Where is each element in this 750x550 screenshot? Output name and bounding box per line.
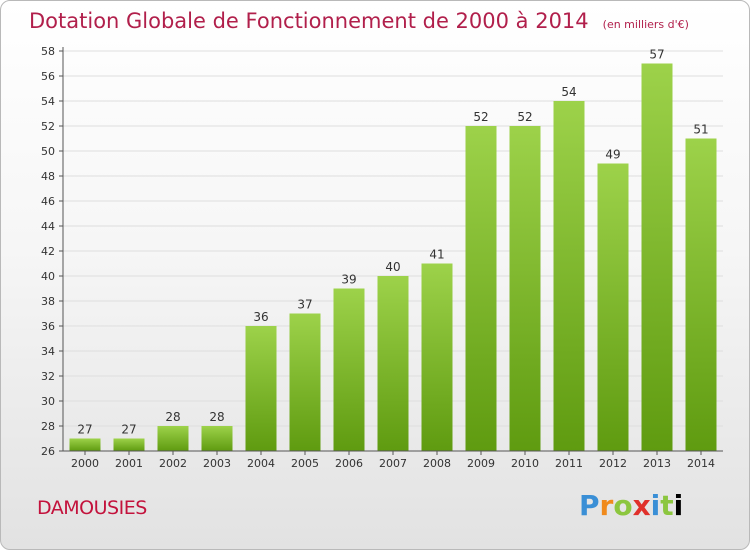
bar [553,101,585,451]
x-tick-label: 2004 [247,457,275,470]
x-tick-label: 2005 [291,457,319,470]
logo-letter: P [579,489,600,522]
logo-letter: i [650,489,661,522]
bar [421,263,453,451]
bar-value-label: 36 [253,310,268,324]
y-tick-label: 32 [41,370,55,383]
x-tick-label: 2007 [379,457,407,470]
bar [597,163,629,451]
commune-name: DAMOUSIES [37,497,147,519]
x-tick-label: 2002 [159,457,187,470]
y-tick-label: 40 [41,270,55,283]
bar [377,276,409,451]
x-tick-label: 2000 [71,457,99,470]
y-tick-label: 28 [41,420,55,433]
axes: 26 28 30 32 34 36 38 40 42 44 46 48 50 52 54 56 58 2000 20… [41,45,723,470]
x-tick-label: 2009 [467,457,495,470]
bar-value-label: 37 [297,298,312,312]
y-tick-label: 44 [41,220,55,233]
bar [157,426,189,451]
y-tick-label: 52 [41,120,55,133]
x-tick-label: 2012 [599,457,627,470]
y-tick-label: 54 [41,95,55,108]
bar [685,138,717,451]
bar-value-label: 28 [165,410,180,424]
y-tick-label: 34 [41,345,55,358]
bar-value-label: 40 [385,260,400,274]
logo-letter: t [660,489,674,522]
bar [509,126,541,451]
bar [201,426,233,451]
bar-value-label: 27 [77,423,92,437]
bar [245,326,277,451]
bar [289,313,321,451]
chart-title-text: Dotation Globale de Fonctionnement de 20… [29,9,589,33]
bar-value-label: 27 [121,423,136,437]
chart-subtitle: (en milliers d'€) [602,18,689,31]
y-tick-label: 38 [41,295,55,308]
x-tick-label: 2010 [511,457,539,470]
logo-letter: r [599,489,614,522]
y-tick-label: 30 [41,395,55,408]
x-tick-label: 2001 [115,457,143,470]
x-tick-label: 2008 [423,457,451,470]
y-tick-label: 46 [41,195,55,208]
bar [69,438,101,451]
bars: 27 27 28 28 36 37 39 40 41 52 52 54 49 57 51 [69,48,717,451]
bar-value-label: 28 [209,410,224,424]
bar-value-label: 57 [649,48,664,62]
bar [641,63,673,451]
y-tick-label: 56 [41,70,55,83]
logo-letter: i [673,489,684,522]
y-tick-label: 58 [41,45,55,58]
x-tick-label: 2013 [643,457,671,470]
x-tick-label: 2006 [335,457,363,470]
x-tick-label: 2003 [203,457,231,470]
x-tick-label: 2014 [687,457,715,470]
chart-title: Dotation Globale de Fonctionnement de 20… [29,9,689,33]
bar-value-label: 41 [429,248,444,262]
bar-value-label: 54 [561,85,576,99]
proxiti-logo: Proxiti [579,489,683,522]
bar-value-label: 51 [693,123,708,137]
y-tick-label: 26 [41,445,55,458]
y-tick-label: 42 [41,245,55,258]
logo-letter: x [632,489,651,522]
x-tick-label: 2011 [555,457,583,470]
bar-value-label: 52 [473,110,488,124]
y-tick-label: 48 [41,170,55,183]
bar [465,126,497,451]
bar-value-label: 52 [517,110,532,124]
bar [113,438,145,451]
bar-value-label: 39 [341,273,356,287]
y-tick-label: 36 [41,320,55,333]
bar [333,288,365,451]
bar-value-label: 49 [605,148,620,162]
logo-letter: o [613,489,633,522]
y-tick-label: 50 [41,145,55,158]
